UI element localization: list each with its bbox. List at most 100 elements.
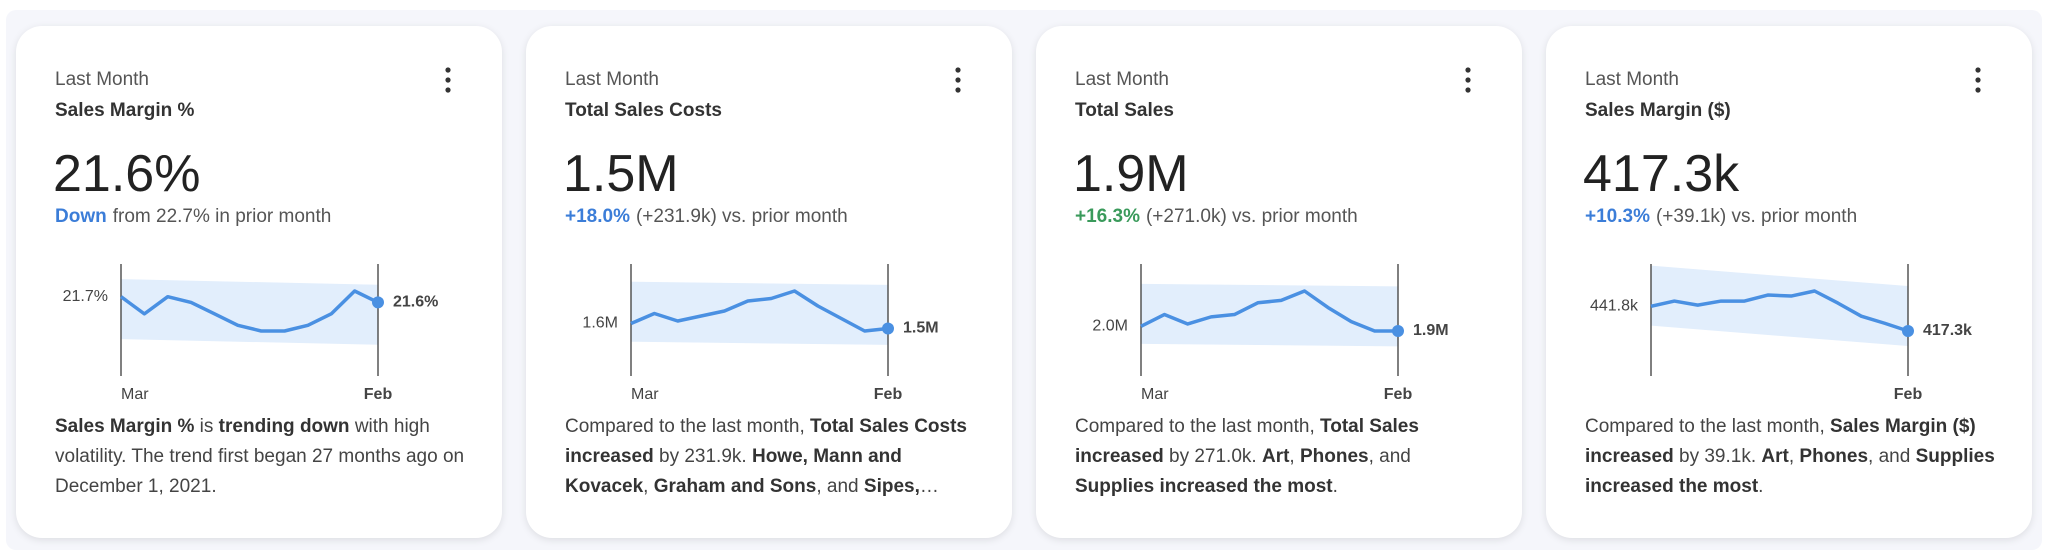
more-menu[interactable] — [436, 62, 460, 98]
narrative-text: . — [1758, 476, 1764, 497]
narrative: Compared to the last month, Total Sales … — [1075, 412, 1495, 502]
narrative-text: Sales Margin % — [55, 416, 195, 437]
menu-dot — [955, 67, 961, 73]
x-label: Feb — [364, 386, 393, 403]
narrative-text: Phones — [1799, 446, 1869, 467]
narrative: Compared to the last month, Total Sales … — [565, 412, 985, 502]
change-text: (+231.9k) vs. prior month — [635, 206, 848, 227]
end-value-label: 1.5M — [903, 320, 939, 337]
menu-dot — [1975, 77, 1981, 83]
last-point — [372, 296, 384, 309]
narrative: Compared to the last month, Sales Margin… — [1585, 412, 2005, 502]
x-label: Mar — [121, 386, 149, 403]
metric-name: Sales Margin ($) — [1585, 100, 1731, 121]
start-value-label: 441.8k — [1590, 298, 1639, 315]
narrative-text: … — [919, 476, 939, 497]
sparkline-line — [1650, 289, 1909, 333]
narrative-text: by 231.9k. — [653, 446, 752, 467]
sparkline-line — [1140, 289, 1398, 333]
last-point — [882, 322, 894, 335]
narrative-text: Supplies increased the most — [1585, 446, 1995, 497]
narrative-text: trending down — [218, 416, 350, 437]
menu-dot — [1975, 87, 1981, 93]
narrative-text: by 39.1k. — [1673, 446, 1762, 467]
x-label: Mar — [1141, 386, 1169, 403]
sparkline-line — [119, 289, 379, 333]
period-label: Last Month — [1585, 69, 1679, 90]
end-value-label: 21.6% — [393, 294, 438, 311]
x-label: Mar — [631, 386, 659, 403]
more-menu[interactable] — [946, 62, 970, 98]
end-value-label: 417.3k — [1923, 322, 1972, 339]
change-delta: +10.3% — [1585, 206, 1650, 227]
change-text: (+39.1k) vs. prior month — [1655, 206, 1858, 227]
period-label: Last Month — [55, 69, 149, 90]
change-line: Down from 22.7% in prior month — [55, 206, 331, 228]
narrative-text: Sales Margin ($) increased — [1585, 416, 1976, 467]
narrative-text: Total Sales Costs increased — [565, 416, 967, 467]
start-value-label: 1.6M — [582, 315, 618, 332]
sparkline-line — [630, 289, 889, 333]
trend-band — [631, 281, 888, 345]
sparkline: 441.8k 417.3k Feb — [1590, 264, 1972, 403]
narrative-text: by 271.0k. — [1163, 446, 1262, 467]
sparkline: 2.0M 1.9M Mar Feb — [1092, 264, 1449, 403]
narrative-text: , — [1289, 446, 1300, 467]
change-line: +18.0% (+231.9k) vs. prior month — [565, 206, 848, 228]
menu-dot — [1465, 87, 1471, 93]
menu-dot — [1465, 67, 1471, 73]
kpi-card: Last Month Total Sales Costs 1.5M +18.0% (+2… — [526, 26, 1012, 538]
change-text: from 22.7% in prior month — [112, 206, 332, 227]
narrative: Sales Margin % is trending down with hig… — [55, 412, 475, 502]
change-line: +10.3% (+39.1k) vs. prior month — [1585, 206, 1857, 228]
menu-dot — [1465, 77, 1471, 83]
trend-band — [1651, 265, 1908, 347]
trend-band — [121, 279, 378, 345]
last-point — [1392, 325, 1404, 337]
change-text: (+271.0k) vs. prior month — [1145, 206, 1358, 227]
more-menu[interactable] — [1456, 62, 1480, 98]
narrative-text: , and — [1368, 446, 1411, 467]
menu-dot — [955, 77, 961, 83]
x-label: Feb — [1894, 386, 1923, 403]
narrative-text: , — [643, 476, 654, 497]
narrative-text: is — [194, 416, 219, 437]
kpi-value: 21.6% — [53, 145, 201, 203]
sparkline: 21.7% 21.6% Mar Feb — [63, 264, 438, 403]
menu-dot — [955, 87, 961, 93]
more-menu[interactable] — [1966, 62, 1990, 98]
change-line: +16.3% (+271.0k) vs. prior month — [1075, 206, 1358, 228]
sparkline: 1.6M 1.5M Mar Feb — [582, 264, 939, 403]
narrative-text: , and — [1868, 446, 1916, 467]
narrative-text: with high volatility. The trend first be… — [55, 416, 465, 497]
metric-name: Total Sales — [1075, 100, 1174, 121]
start-value-label: 21.7% — [63, 288, 108, 305]
narrative-text: , — [1788, 446, 1800, 467]
x-label: Feb — [874, 386, 903, 403]
narrative-text: Total Sales increased — [1075, 416, 1419, 467]
narrative-text: Compared to the last month, — [1585, 416, 1831, 437]
change-delta: +16.3% — [1075, 206, 1140, 227]
menu-dot — [445, 77, 451, 83]
x-label: Feb — [1384, 386, 1413, 403]
narrative-text: Art — [1261, 446, 1290, 467]
narrative-text: , and — [816, 476, 864, 497]
change-delta: Down — [55, 206, 107, 227]
last-point — [1902, 325, 1914, 337]
kpi-value: 1.5M — [563, 145, 679, 203]
menu-dot — [445, 67, 451, 73]
kpi-card: Last Month Sales Margin ($) 417.3k +10.3% (+… — [1546, 26, 2032, 538]
period-label: Last Month — [565, 69, 659, 90]
narrative-text: Howe, Mann and Kovacek — [565, 446, 902, 497]
narrative-text: Graham and Sons — [653, 476, 817, 497]
narrative-text: Phones — [1299, 446, 1369, 467]
period-label: Last Month — [1075, 69, 1169, 90]
narrative-text: Sipes, — [863, 476, 920, 497]
narrative-text: Supplies increased the most — [1075, 476, 1333, 497]
trend-band — [1141, 283, 1398, 347]
kpi-card: Last Month Sales Margin % 21.6% Down from 22… — [16, 26, 502, 538]
narrative-text: Compared to the last month, — [565, 416, 811, 437]
narrative-text: Art — [1761, 446, 1789, 467]
kpi-card: Last Month Total Sales 1.9M +16.3% (+271.0k)… — [1036, 26, 1522, 538]
change-delta: +18.0% — [565, 206, 630, 227]
